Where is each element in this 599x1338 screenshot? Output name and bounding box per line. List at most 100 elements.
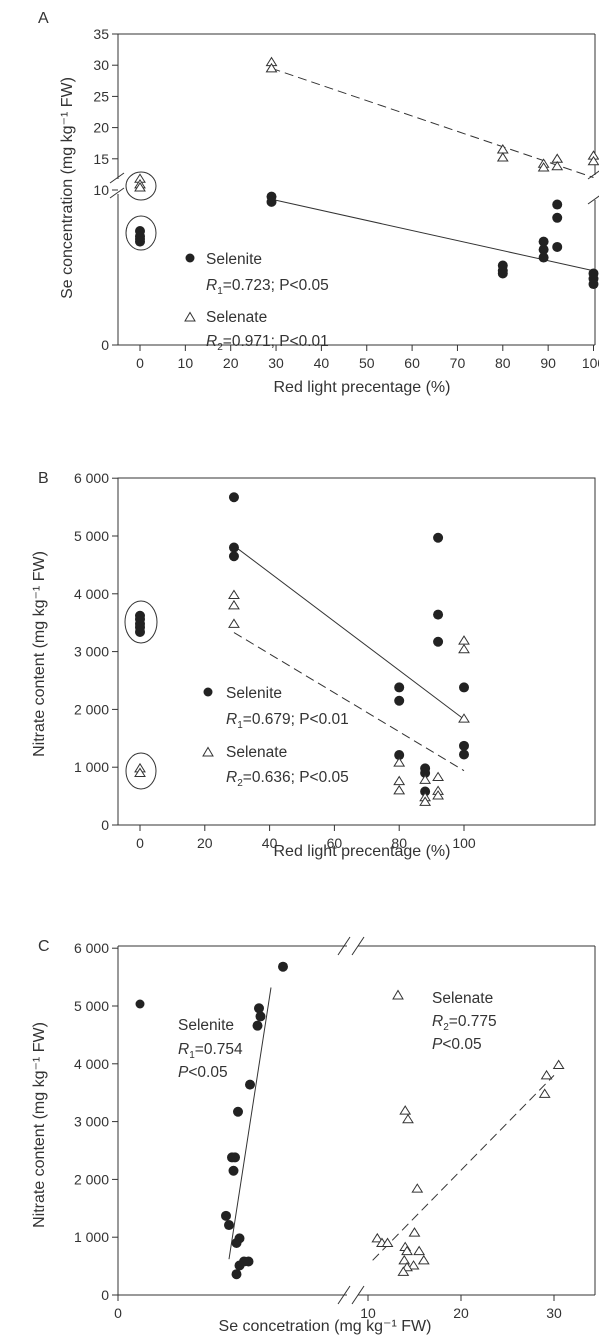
selenite-point bbox=[231, 1237, 242, 1248]
panel-c-xlabel: Se concetration (mg kg⁻¹ FW) bbox=[219, 1318, 432, 1335]
selenite-ring bbox=[124, 600, 158, 644]
legend-selenite-r: R1=0.754 bbox=[178, 1041, 243, 1061]
y-tick-label: 1 000 bbox=[74, 1229, 109, 1245]
panel-a-yticks: 0 10 15 20 25 30 35 bbox=[93, 26, 118, 353]
selenite-point bbox=[221, 1210, 231, 1221]
selenite-fit-line bbox=[233, 545, 465, 720]
selenite-point bbox=[228, 492, 239, 503]
selenate-point bbox=[407, 1260, 420, 1270]
selenate-point bbox=[228, 589, 240, 599]
legend-selenate-label: Selenate bbox=[432, 990, 493, 1007]
panel-c-legend-selenate: Selenate R2=0.775 P<0.05 bbox=[392, 989, 497, 1053]
selenate-point bbox=[552, 1059, 565, 1069]
y-tick-label: 0 bbox=[101, 337, 109, 353]
selenite-point bbox=[243, 1256, 254, 1267]
selenate-point bbox=[419, 774, 432, 784]
legend-selenate-marker bbox=[392, 989, 404, 1000]
selenite-point bbox=[588, 279, 599, 290]
legend-selenite-stat: R1=0.679; P<0.01 bbox=[226, 711, 349, 731]
x-tick-label: 70 bbox=[450, 355, 466, 371]
panel-a-letter: A bbox=[38, 10, 49, 27]
selenite-point bbox=[266, 196, 277, 207]
x-tick-label: 20 bbox=[453, 1305, 469, 1321]
panel-a-points bbox=[134, 56, 599, 290]
panel-c-xticks: 0 10 20 30 bbox=[114, 1295, 562, 1321]
selenite-point bbox=[538, 236, 549, 247]
panel-c-ylabel: Nitrate content (mg kg⁻¹ FW) bbox=[31, 1022, 48, 1228]
selenite-point bbox=[552, 199, 563, 210]
panel-a-xticks: 0 10 20 30 40 50 60 70 80 90 100 bbox=[136, 345, 599, 371]
selenite-point bbox=[231, 1269, 242, 1280]
selenite-fit-line bbox=[228, 987, 272, 1260]
y-tick-label: 0 bbox=[101, 817, 109, 833]
panel-c-yticks: 0 1 000 2 000 3 000 4 000 5 000 6 000 bbox=[74, 940, 118, 1303]
selenite-point bbox=[420, 767, 431, 778]
panel-b: B Nitrate content (mg kg⁻¹ FW) Red light… bbox=[31, 470, 596, 860]
x-tick-label: 100 bbox=[582, 355, 599, 371]
y-tick-label: 3 000 bbox=[74, 1114, 109, 1130]
panel-b-xticks: 0 20 40 60 80 100 bbox=[136, 825, 476, 851]
x-tick-label: 0 bbox=[114, 1305, 122, 1321]
legend-selenate-r: R2=0.775 bbox=[432, 1013, 497, 1033]
selenate-point bbox=[228, 618, 240, 628]
legend-selenite-stat: R1=0.723; P<0.05 bbox=[206, 277, 329, 297]
selenate-point bbox=[371, 1232, 384, 1243]
y-tick-label: 5 000 bbox=[74, 528, 109, 544]
selenate-ring bbox=[125, 752, 157, 790]
selenate-fit-line bbox=[271, 67, 594, 178]
selenate-point bbox=[417, 1254, 430, 1265]
panel-b-group-circles bbox=[124, 600, 158, 790]
selenite-point bbox=[394, 750, 405, 761]
x-tick-label: 80 bbox=[391, 835, 407, 851]
selenite-point bbox=[230, 1152, 240, 1163]
panel-b-legend: Selenite R1=0.679; P<0.01 Selenate R2=0.… bbox=[202, 685, 349, 789]
x-tick-label: 60 bbox=[404, 355, 420, 371]
y-tick-label: 5 000 bbox=[74, 998, 109, 1014]
selenite-point bbox=[228, 542, 239, 553]
selenite-point bbox=[254, 1003, 264, 1014]
panel-a-group-circles bbox=[125, 171, 157, 251]
selenate-point bbox=[419, 796, 432, 806]
selenite-point bbox=[228, 551, 239, 562]
x-tick-label: 90 bbox=[540, 355, 556, 371]
y-tick-label: 6 000 bbox=[74, 470, 109, 486]
y-tick-label: 3 000 bbox=[74, 644, 109, 660]
legend-selenate-marker bbox=[202, 746, 214, 757]
selenate-point bbox=[381, 1237, 394, 1247]
panel-a-ylabel: Se concentration (mg kg⁻¹ FW) bbox=[59, 77, 76, 299]
selenate-point bbox=[413, 1245, 426, 1256]
selenite-point bbox=[228, 1165, 239, 1176]
selenate-point bbox=[540, 1069, 553, 1080]
selenite-point bbox=[135, 626, 145, 637]
x-tick-label: 40 bbox=[262, 835, 278, 851]
y-tick-label: 4 000 bbox=[74, 586, 109, 602]
selenate-fit-line bbox=[372, 1075, 555, 1261]
selenate-point bbox=[496, 143, 509, 154]
x-tick-label: 0 bbox=[136, 355, 144, 371]
selenate-point bbox=[458, 713, 470, 723]
selenite-point bbox=[255, 1011, 266, 1022]
y-tick-label: 15 bbox=[93, 151, 109, 167]
legend-selenite-label: Selenite bbox=[226, 685, 282, 702]
y-tick-label: 6 000 bbox=[74, 940, 109, 956]
x-tick-label: 60 bbox=[327, 835, 343, 851]
panel-b-ylabel: Nitrate content (mg kg⁻¹ FW) bbox=[31, 551, 48, 757]
y-tick-label: 1 000 bbox=[74, 759, 109, 775]
panel-b-letter: B bbox=[38, 470, 49, 487]
x-tick-label: 20 bbox=[197, 835, 213, 851]
selenite-ring bbox=[125, 215, 157, 251]
legend-selenate-p: P<0.05 bbox=[432, 1036, 482, 1053]
selenite-point bbox=[433, 532, 444, 543]
x-tick-label: 0 bbox=[136, 835, 144, 851]
panel-c-fit-lines bbox=[228, 987, 555, 1261]
selenate-point bbox=[432, 771, 444, 782]
selenate-point bbox=[408, 1227, 421, 1237]
selenite-point bbox=[552, 241, 563, 252]
selenite-point bbox=[538, 244, 549, 255]
x-tick-label: 40 bbox=[314, 355, 330, 371]
panel-c-legend-selenite: Selenite R1=0.754 P<0.05 bbox=[135, 999, 243, 1081]
y-tick-label: 10 bbox=[93, 182, 109, 198]
selenate-point bbox=[393, 775, 406, 786]
selenite-point bbox=[278, 961, 288, 972]
x-tick-label: 30 bbox=[268, 355, 284, 371]
